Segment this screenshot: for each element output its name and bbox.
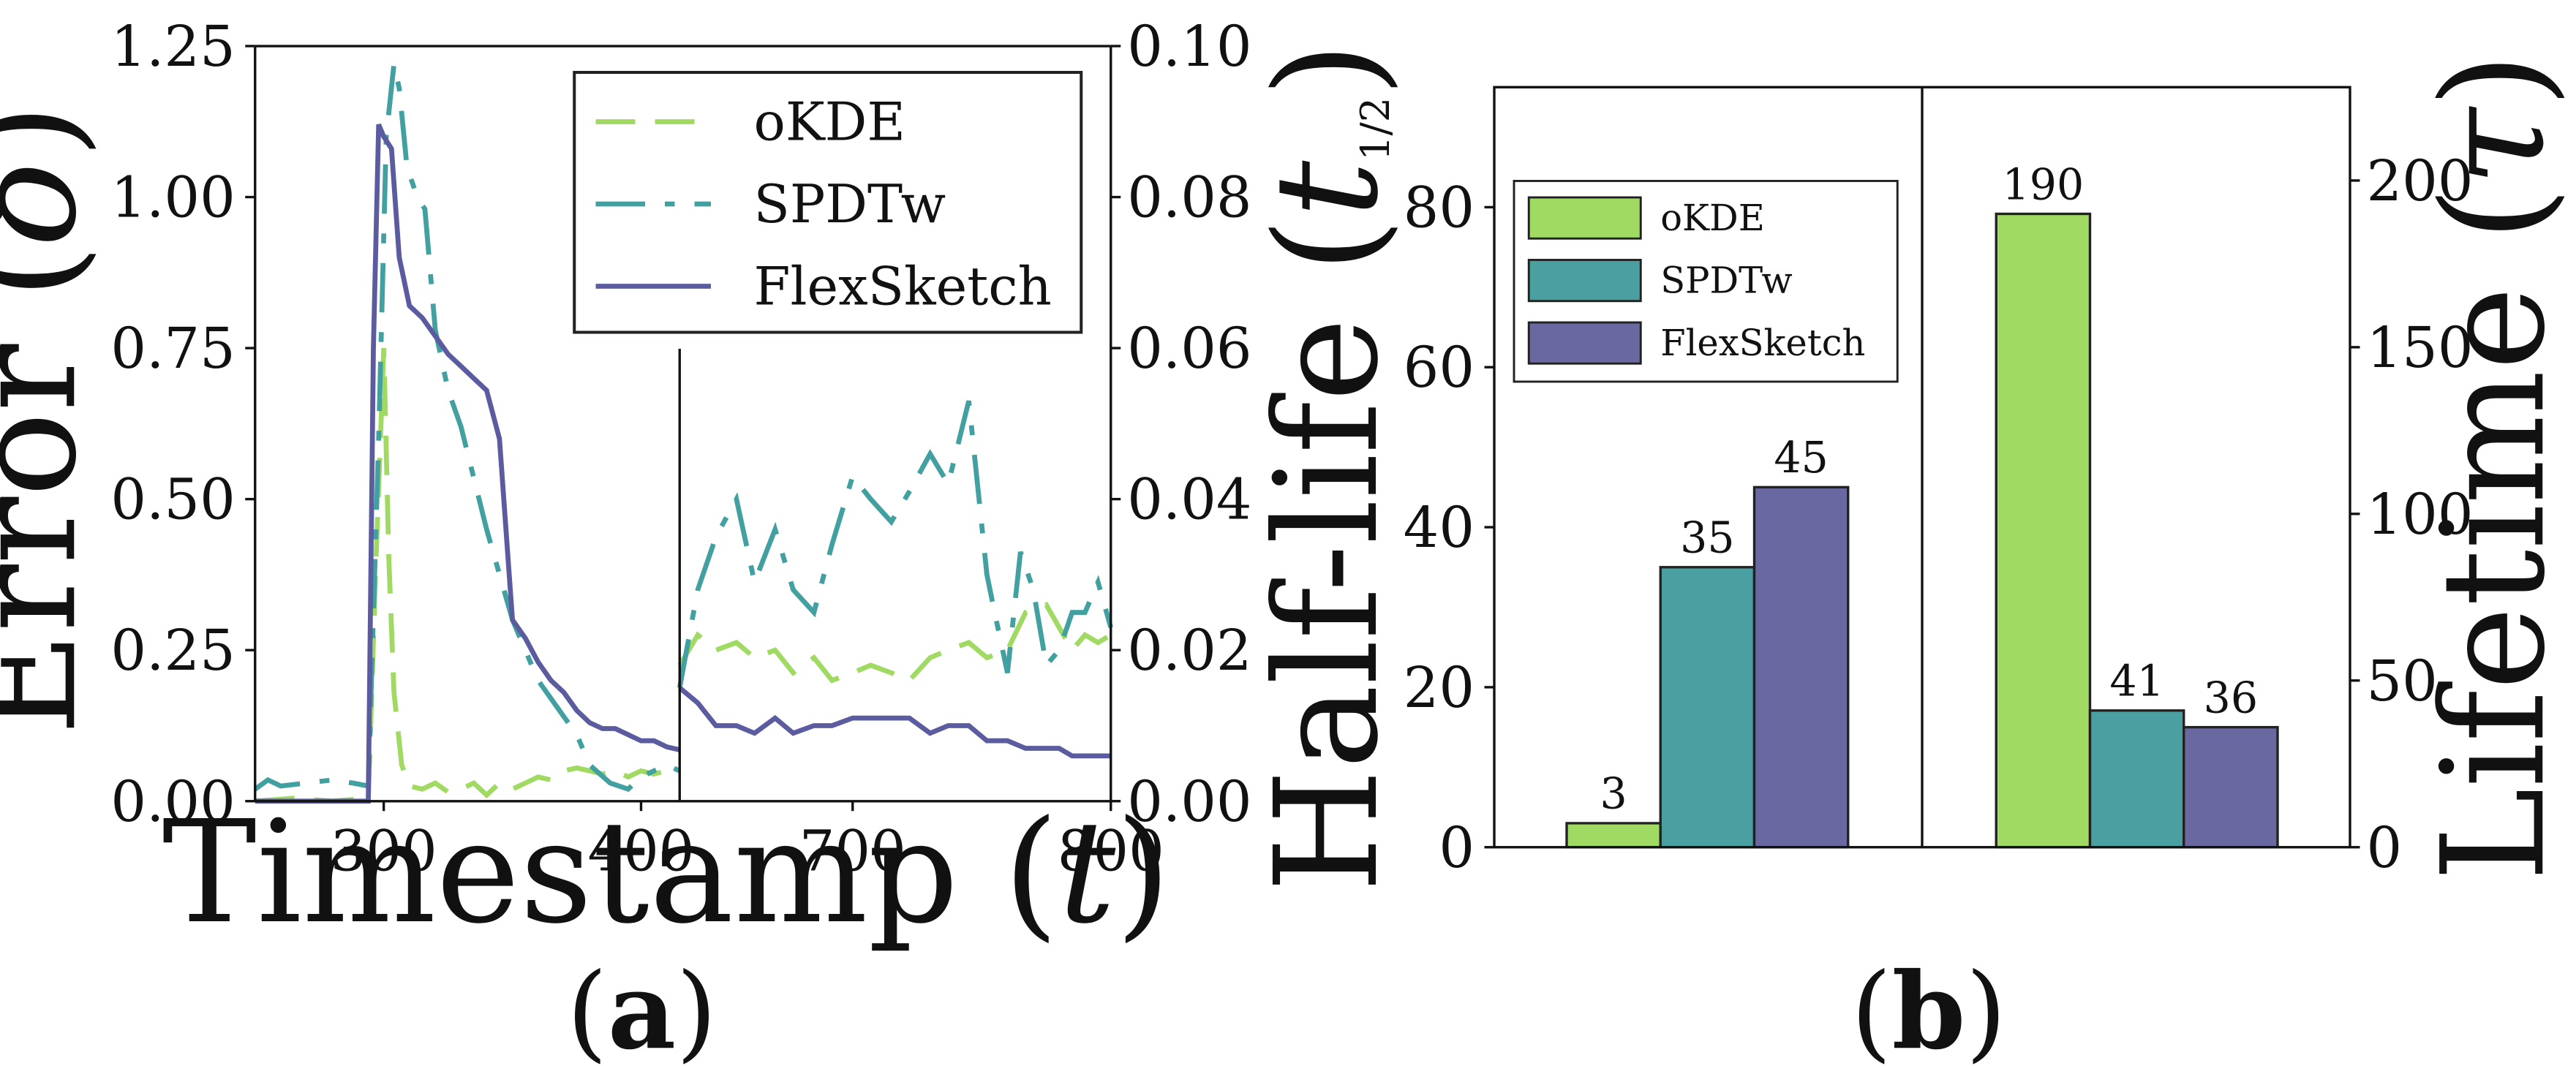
- line-left-spdtw: [253, 64, 681, 793]
- b-y-left-tick-1: 20: [1404, 656, 1475, 721]
- b-y-right-tick-1: 50: [2367, 649, 2438, 714]
- x-right-tick-1: 800: [1058, 819, 1164, 884]
- legend-swatch-okde: [1527, 196, 1642, 240]
- legend-label-spdtw: SPDTw: [754, 173, 946, 235]
- y-left-tick-2: 0.50: [110, 468, 235, 533]
- panel-a-left-series-group: [253, 64, 681, 804]
- bar-label-flexsketch-right: 36: [2204, 673, 2258, 722]
- bar-label-spdtw-right: 41: [2109, 657, 2163, 706]
- bar-label-okde-left: 3: [1600, 769, 1627, 819]
- panel-a-frame: [254, 45, 1112, 803]
- legend-label-okde: oKDE: [1660, 197, 1765, 239]
- b-y-right-tick-2: 100: [2367, 483, 2474, 548]
- b-y-right-tick-0: 0: [2367, 816, 2403, 881]
- panel-a-caption: (a): [567, 949, 718, 1066]
- b-y-left-tick-4: 80: [1404, 175, 1475, 241]
- bar-flexsketch-left: [1752, 485, 1850, 849]
- bar-spdtw-right: [2088, 709, 2185, 849]
- legend-label-spdtw: SPDTw: [1660, 260, 1793, 302]
- panel-b-right-y-axis-label: Lifetime (τ): [2411, 53, 2576, 882]
- bar-okde-right: [1995, 212, 2092, 849]
- panel-a-legend: oKDE SPDTw FlexSketch: [573, 70, 1083, 334]
- b-y-left-tick-2: 40: [1404, 496, 1475, 561]
- b-y-right-tick-4: 200: [2367, 149, 2474, 214]
- y-right-tick-3: 0.06: [1127, 317, 1251, 382]
- y-left-tick-1: 0.25: [110, 619, 235, 684]
- b-y-right-tick-3: 150: [2367, 316, 2474, 381]
- panel-b-bar-chart: 0 20 40 60 80 0 50 100 150 200 3 35 45 190 41 36 Half-…: [1244, 42, 2576, 1066]
- legend-swatch-flexsketch: [1527, 321, 1642, 365]
- panel-a-y-axis-label: Error (δ): [0, 104, 108, 736]
- line-left-okde: [255, 347, 681, 804]
- bar-okde-left: [1565, 822, 1662, 849]
- panel-b-frame: [1493, 86, 2351, 849]
- legend-label-flexsketch: FlexSketch: [754, 255, 1052, 317]
- x-left-tick-0: 300: [331, 819, 437, 884]
- y-right-tick-4: 0.08: [1127, 166, 1251, 231]
- y-right-tick-2: 0.04: [1127, 468, 1251, 533]
- panel-b-bar-labels: 3 35 45 190 41 36: [1600, 159, 2259, 818]
- bar-flexsketch-right: [2183, 725, 2279, 849]
- panel-a-right-series-group: [677, 400, 1113, 759]
- legend-swatch-spdtw: [1527, 259, 1642, 303]
- line-right-okde: [677, 602, 1112, 684]
- panel-a-x-axis-label: Timestamp (t): [162, 790, 1171, 955]
- line-right-flexsketch: [678, 686, 1111, 759]
- bar-label-flexsketch-left: 45: [1774, 433, 1828, 483]
- panel-b-caption: (b): [1850, 949, 2006, 1066]
- y-left-tick-3: 0.75: [110, 317, 235, 382]
- y-left-tick-5: 1.25: [110, 15, 235, 80]
- panel-a-line-chart: 0.00 0.25 0.50 0.75 1.00 1.25 0.00 0.02 0.04 0.06…: [0, 15, 1252, 1066]
- b-y-left-tick-0: 0: [1439, 816, 1475, 881]
- bar-spdtw-left: [1659, 566, 1756, 849]
- bar-label-spdtw-left: 35: [1680, 513, 1734, 563]
- y-left-tick-4: 1.00: [110, 166, 235, 231]
- legend-label-okde: oKDE: [754, 91, 905, 152]
- line-left-flexsketch: [255, 124, 681, 804]
- panel-b-legend: oKDE SPDTw FlexSketch: [1513, 180, 1899, 383]
- x-right-tick-0: 700: [799, 819, 906, 884]
- y-right-tick-5: 0.10: [1127, 15, 1251, 80]
- y-right-tick-0: 0.00: [1127, 770, 1251, 835]
- line-right-spdtw: [677, 400, 1113, 689]
- panel-a-legend-box: [573, 70, 1083, 334]
- b-y-left-tick-3: 60: [1404, 336, 1475, 401]
- y-left-tick-0: 0.00: [110, 770, 235, 835]
- bar-label-okde-right: 190: [2003, 159, 2084, 209]
- panel-b-ticks: 0 20 40 60 80 0 50 100 150 200: [1404, 149, 2474, 881]
- x-left-tick-1: 400: [587, 819, 694, 884]
- y-right-tick-1: 0.02: [1127, 619, 1251, 684]
- panel-a-ticks: 0.00 0.25 0.50 0.75 1.00 1.25 0.00 0.02 0.04 0.06…: [110, 15, 1251, 884]
- legend-label-flexsketch: FlexSketch: [1660, 322, 1865, 364]
- panel-b-left-y-axis-label: Half-life (t1/2): [1244, 42, 1409, 892]
